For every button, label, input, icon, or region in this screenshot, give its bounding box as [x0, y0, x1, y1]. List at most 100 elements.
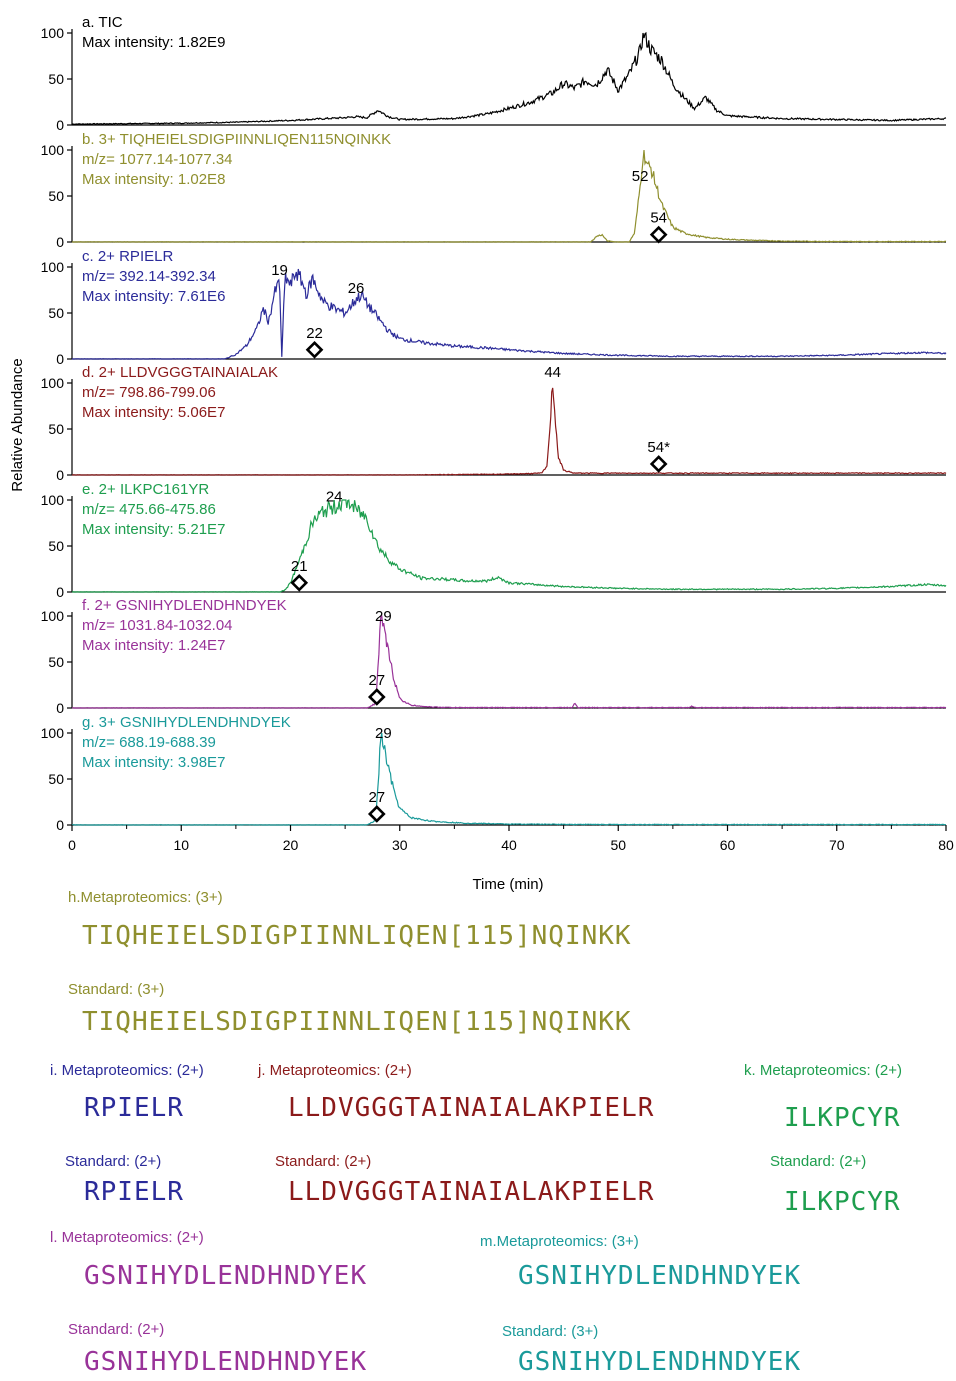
diamond-marker: [305, 340, 324, 359]
x-axis: 0 10 20 30 40 50 60 70 80: [68, 825, 954, 853]
panel-text: Max intensity: 3.98E7: [82, 754, 225, 771]
panel-text: b. 3+ TIQHEIELSDIGPIINNLIQEN115NQINKK: [82, 131, 391, 148]
seq-i-std-label: Standard: (2+): [65, 1153, 161, 1170]
peak-label: 29: [375, 608, 392, 625]
diamond-marker: [290, 573, 309, 592]
diamond-marker: [649, 455, 668, 473]
panel-e: 0 50 100 e. 2+ ILKPC161YR m/z= 475.66-475.86…: [41, 481, 947, 600]
seq-m-std-label: Standard: (3+): [502, 1323, 598, 1340]
panel-a: 0 50 100 a. TIC Max intensity: 1.82E9: [41, 14, 947, 133]
diamond-marker: [649, 225, 668, 244]
trace-line: [71, 268, 947, 360]
seq-m-std: GSNIHYDLENDHNDYEK: [518, 1347, 801, 1377]
trace-line: [71, 615, 947, 709]
seq-l-std-label: Standard: (2+): [68, 1321, 164, 1338]
seq-j-meta-label: j. Metaproteomics: (2+): [257, 1062, 412, 1079]
marker-label: 22: [306, 325, 323, 342]
peak-label: 44: [544, 364, 561, 381]
y-tick-label: 50: [48, 771, 64, 787]
marker-label: 54: [650, 210, 667, 227]
seq-h-meta-label: h.Metaproteomics: (3+): [68, 889, 223, 906]
panel-text: d. 2+ LLDVGGGTAINAIALAK: [82, 364, 278, 381]
y-tick-label: 50: [48, 305, 64, 321]
panel-text: Max intensity: 1.24E7: [82, 637, 225, 654]
seq-m-meta: GSNIHYDLENDHNDYEK: [518, 1261, 801, 1291]
panel-f: 0 50 100 f. 2+ GSNIHYDLENDHNDYEK m/z= 1031.8…: [41, 597, 947, 716]
peak-label: 26: [348, 280, 365, 297]
seq-k-std: ILKPCYR: [784, 1187, 901, 1217]
seq-j-meta: LLDVGGGTAINAIALAKPIELR: [288, 1093, 654, 1123]
x-tick-label: 40: [501, 837, 517, 853]
seq-k-std-label: Standard: (2+): [770, 1153, 866, 1170]
seq-i-std: RPIELR: [84, 1177, 184, 1207]
x-tick-label: 80: [938, 837, 954, 853]
panel-text: e. 2+ ILKPC161YR: [82, 481, 209, 498]
x-axis-label: Time (min): [472, 876, 543, 893]
seq-l-meta-label: l. Metaproteomics: (2+): [50, 1229, 204, 1246]
peak-label: 19: [271, 262, 288, 279]
seq-l-meta: GSNIHYDLENDHNDYEK: [84, 1261, 367, 1291]
y-tick-label: 0: [56, 351, 64, 367]
y-tick-label: 0: [56, 117, 64, 133]
trace-line: [71, 387, 947, 476]
marker-label: 27: [368, 789, 385, 806]
y-tick-label: 100: [41, 375, 65, 391]
panel-text: m/z= 1031.84-1032.04: [82, 617, 233, 634]
y-tick-label: 100: [41, 259, 65, 275]
seq-k-meta-label: k. Metaproteomics: (2+): [744, 1062, 902, 1079]
panel-d: 0 50 100 d. 2+ LLDVGGGTAINAIALAK m/z= 798.86…: [41, 364, 947, 483]
peak-label: 52: [632, 168, 649, 185]
panel-b: 0 50 100 b. 3+ TIQHEIELSDIGPIINNLIQEN115NQI…: [41, 131, 947, 250]
x-tick-label: 10: [173, 837, 189, 853]
seq-h-std-label: Standard: (3+): [68, 981, 164, 998]
y-tick-label: 50: [48, 538, 64, 554]
y-tick-label: 50: [48, 71, 64, 87]
panel-text: g. 3+ GSNIHYDLENDHNDYEK: [82, 714, 291, 731]
y-tick-label: 100: [41, 608, 65, 624]
diamond-marker: [367, 688, 386, 706]
seq-j-std-label: Standard: (2+): [275, 1153, 371, 1170]
panel-text: m/z= 1077.14-1077.34: [82, 151, 233, 168]
panel-text: m/z= 688.19-688.39: [82, 734, 216, 751]
panel-g: 0 50 100 g. 3+ GSNIHYDLENDHNDYEK m/z= 688.19…: [41, 714, 947, 833]
panel-text: Max intensity: 5.21E7: [82, 521, 225, 538]
panel-text: Max intensity: 7.61E6: [82, 288, 225, 305]
panel-text: m/z= 798.86-799.06: [82, 384, 216, 401]
x-tick-label: 50: [610, 837, 626, 853]
panel-text: m/z= 392.14-392.34: [82, 268, 216, 285]
diamond-marker: [367, 805, 386, 823]
marker-label: 27: [368, 672, 385, 689]
seq-h-std: TIQHEIELSDIGPIINNLIQEN[115]NQINKK: [82, 1007, 632, 1037]
panel-text: m/z= 475.66-475.86: [82, 501, 216, 518]
x-tick-label: 70: [829, 837, 845, 853]
panel-c: 0 50 100 c. 2+ RPIELR m/z= 392.14-392.34 Max …: [41, 248, 947, 367]
trace-line: [71, 732, 947, 826]
y-tick-label: 100: [41, 142, 65, 158]
chromatogram-panels: 0 50 100 a. TIC Max intensity: 1.82E9 0 50 100 b…: [41, 14, 947, 833]
y-tick-label: 100: [41, 25, 65, 41]
marker-label: 54*: [647, 439, 670, 456]
x-tick-label: 60: [720, 837, 736, 853]
panel-text: Max intensity: 1.02E8: [82, 171, 225, 188]
trace-line: [71, 31, 947, 125]
panel-text: Max intensity: 5.06E7: [82, 404, 225, 421]
seq-j-std: LLDVGGGTAINAIALAKPIELR: [288, 1177, 654, 1207]
panel-text: a. TIC: [82, 14, 123, 31]
y-tick-label: 0: [56, 467, 64, 483]
y-tick-label: 0: [56, 234, 64, 250]
seq-h-meta: TIQHEIELSDIGPIINNLIQEN[115]NQINKK: [82, 921, 632, 951]
trace-line: [71, 499, 947, 593]
seq-k-meta: ILKPCYR: [784, 1103, 901, 1133]
y-axis-label: Relative Abundance: [9, 358, 26, 491]
y-tick-label: 50: [48, 188, 64, 204]
seq-i-meta-label: i. Metaproteomics: (2+): [50, 1062, 204, 1079]
x-tick-label: 20: [283, 837, 299, 853]
seq-i-meta: RPIELR: [84, 1093, 184, 1123]
y-tick-label: 0: [56, 700, 64, 716]
y-tick-label: 0: [56, 584, 64, 600]
x-tick-label: 30: [392, 837, 408, 853]
y-tick-label: 100: [41, 725, 65, 741]
y-tick-label: 50: [48, 654, 64, 670]
sequence-annotations: h.Metaproteomics: (3+) TIQHEIELSDIGPIINN…: [50, 889, 902, 1377]
